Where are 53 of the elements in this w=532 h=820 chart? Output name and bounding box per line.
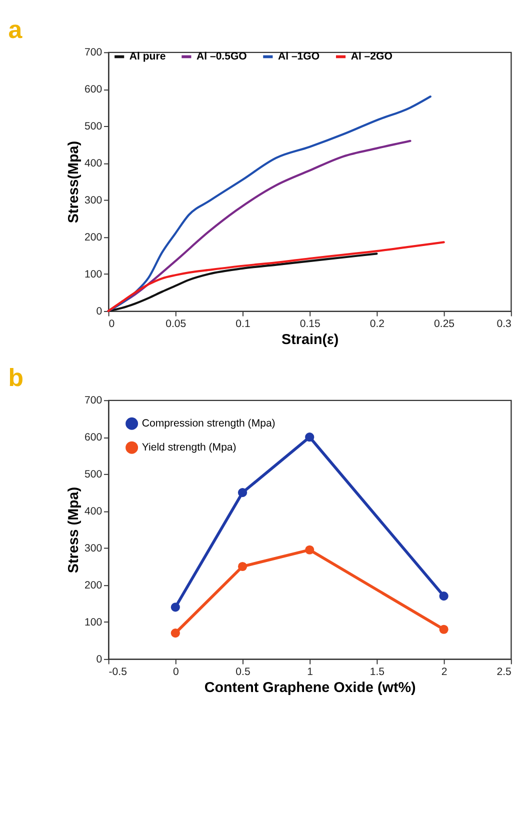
point <box>439 592 448 601</box>
x-tick-label: -0.5 <box>108 666 128 678</box>
x-tick-label: 0.05 <box>166 318 186 330</box>
x-tick-label: 0.2 <box>370 318 385 330</box>
x-tick-label: 0.1 <box>236 318 250 330</box>
y-tick-label: 600 <box>84 84 102 96</box>
x-axis-title: Content Graphene Oxide (wt%) <box>204 680 416 696</box>
y-tick-label: 0 <box>96 305 102 318</box>
y-tick-label: 300 <box>84 194 102 206</box>
y-axis-title: Stress (Mpa) <box>66 486 82 574</box>
x-tick-label: 1 <box>307 666 314 678</box>
x-axis-title: Strain(ε) <box>282 332 339 348</box>
y-tick-label: 700 <box>84 46 102 59</box>
point <box>439 624 448 634</box>
y-tick-label: 100 <box>84 268 102 280</box>
chart-title: a <box>8 16 24 44</box>
x-tick-label: 0.5 <box>236 666 250 678</box>
y-tick-label: 100 <box>84 616 102 628</box>
legend-label: Al pure <box>129 50 166 63</box>
x-tick-label: 2 <box>441 666 448 678</box>
y-tick-label: 400 <box>84 157 102 170</box>
line-series <box>107 241 445 312</box>
point <box>305 545 314 554</box>
point <box>170 602 180 612</box>
y-tick-label: 400 <box>84 505 102 518</box>
y-tick-label: 500 <box>84 468 102 480</box>
y-tick-label: 200 <box>84 231 102 244</box>
legend-label: Al –0.5GO <box>196 50 247 63</box>
x-tick-label: 0 <box>108 318 115 330</box>
line-series <box>107 252 378 312</box>
x-tick-label: 0.15 <box>300 318 320 330</box>
x-tick-label: 0.3 <box>496 318 512 330</box>
x-tick-label: 2.5 <box>496 666 512 678</box>
chart-title: b <box>8 364 24 392</box>
point <box>170 628 180 638</box>
point <box>238 488 248 498</box>
y-tick-label: 200 <box>84 579 102 592</box>
y-tick-label: 600 <box>84 431 102 444</box>
line-series <box>107 140 412 312</box>
point <box>238 562 248 572</box>
y-tick-label: 0 <box>96 653 102 666</box>
x-tick-label: 0 <box>172 666 179 678</box>
legend-label: Yield strength (Mpa) <box>142 441 236 454</box>
point <box>305 432 314 442</box>
x-tick-label: 0.25 <box>434 318 455 330</box>
legend-label: Al –1GO <box>278 50 320 63</box>
legend-label: Compression strength (Mpa) <box>142 417 276 430</box>
y-axis-title: Stress(Mpa) <box>66 140 82 224</box>
legend-label: Al –2GO <box>350 50 392 63</box>
y-tick-label: 700 <box>84 394 102 406</box>
x-tick-label: 1.5 <box>370 666 385 678</box>
y-tick-label: 500 <box>84 120 102 132</box>
y-tick-label: 300 <box>84 542 102 554</box>
